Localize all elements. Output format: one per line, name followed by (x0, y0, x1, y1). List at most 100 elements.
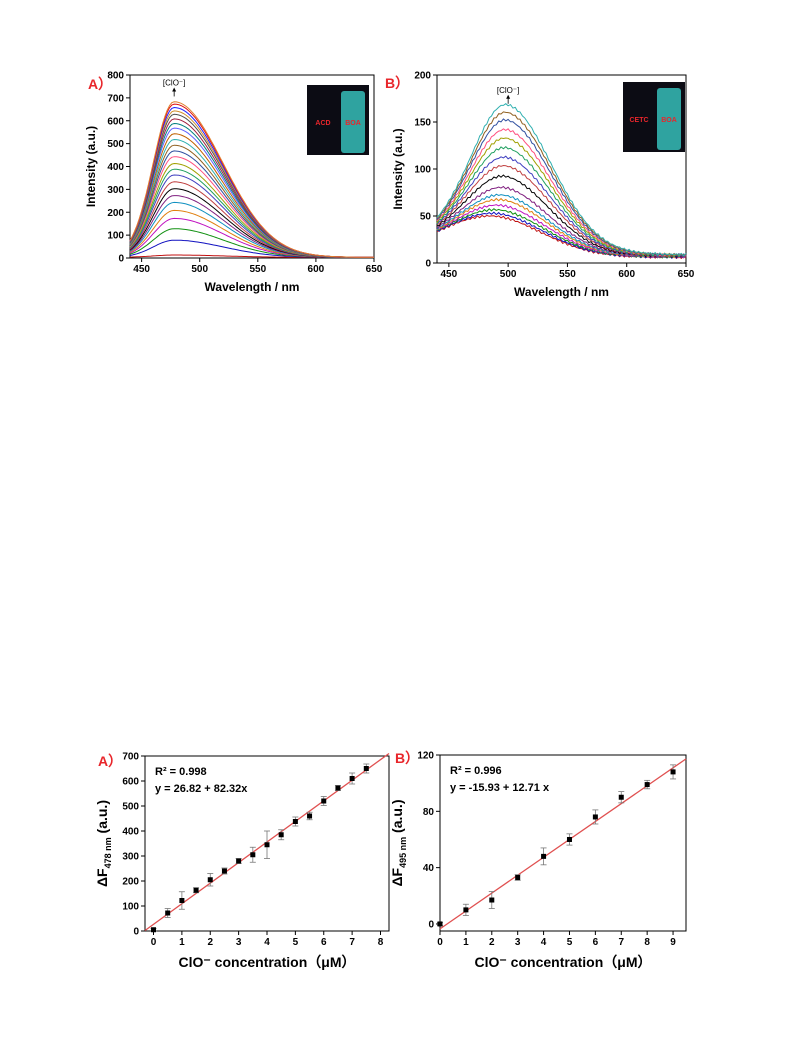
data-point (278, 832, 284, 838)
y-tick-label: 700 (107, 93, 124, 104)
inset-label: ACD (315, 120, 330, 127)
data-point (179, 898, 185, 903)
data-point (644, 782, 650, 788)
data-point (264, 842, 270, 848)
x-tick-label: 0 (151, 937, 157, 948)
data-point (349, 776, 355, 781)
spectrum-line-5 (436, 197, 687, 259)
y-tick-label: 500 (107, 139, 124, 150)
annotation-label: [ClO⁻] (163, 78, 185, 87)
y-axis-title-main: ΔF (389, 867, 405, 886)
data-point (151, 927, 157, 933)
y-tick-label: 200 (414, 71, 431, 82)
data-point (165, 910, 171, 916)
fit-line (439, 758, 687, 930)
inset-vial-glow (341, 91, 365, 153)
y-tick-label: 0 (133, 927, 139, 938)
y-tick-label: 800 (107, 71, 124, 82)
y-tick-label: 100 (414, 165, 431, 176)
spectrum-line-25 (129, 101, 374, 258)
y-tick-label: 600 (122, 777, 139, 788)
y-tick-label: 300 (107, 185, 124, 196)
x-tick-label: 600 (618, 269, 635, 280)
y-tick-label: 400 (107, 162, 124, 173)
r-squared-label: R² = 0.998 (155, 766, 207, 778)
x-tick-label: 3 (515, 937, 521, 948)
spectrum-line-4 (436, 203, 687, 259)
x-tick-label: 6 (321, 937, 327, 948)
y-tick-label: 100 (122, 902, 139, 913)
spectra-chart-b: 450 500 550 600 650 0 50 100 150 200 Wavelength / … (391, 71, 695, 300)
fit-equation-label: y = 26.82 + 82.32x (155, 783, 248, 795)
r-squared-label: R² = 0.996 (450, 765, 502, 777)
y-axis-title: Intensity (a.u.) (84, 126, 98, 207)
x-tick-label: 500 (500, 269, 517, 280)
panel-label: B） (385, 75, 410, 91)
calibration-chart-a: 0 1 2 3 4 5 6 7 8 0 100 200 300 400 500 600 700 R² = 0.99… (94, 752, 390, 970)
data-point (321, 798, 327, 804)
y-tick-label: 300 (122, 852, 139, 863)
spectra-chart-a: 450 500 550 600 650 0 100 200 300 400 500 600 700 800… (84, 71, 383, 295)
y-axis-title: ΔF478 nm (a.u.) (94, 800, 113, 887)
panel-label: A） (88, 76, 113, 92)
data-point (566, 836, 572, 842)
calibration-panel-a: A） 0 1 2 3 4 5 6 7 8 0 100 200 300 400 500 600 700 R² = 0… (0, 740, 400, 980)
y-tick-label: 600 (107, 116, 124, 127)
y-axis-title: Intensity (a.u.) (391, 128, 405, 209)
calibration-chart-b: 0 1 2 3 4 5 6 7 8 9 0 40 80 120 R² = 0.996 y = -15.93 +… (389, 751, 687, 970)
x-tick-label: 6 (593, 937, 599, 948)
x-tick-label: 550 (559, 269, 576, 280)
spectra-panel-b: B） 450 500 550 600 650 0 50 100 150 200 Wavelength… (385, 60, 793, 310)
x-tick-label: 7 (618, 937, 624, 948)
inset-label: BOA (661, 117, 677, 124)
x-axis-title: Wavelength / nm (514, 285, 609, 299)
x-tick-label: 450 (441, 269, 458, 280)
data-point (221, 868, 227, 874)
x-tick-label: 2 (207, 937, 213, 948)
calibration-panel-b: B） 0 1 2 3 4 5 6 7 8 9 0 40 80 120 R² = 0.996 y = -15.9… (389, 740, 793, 980)
inset-label: CETC (629, 117, 648, 124)
data-point (541, 853, 547, 859)
x-tick-label: 1 (179, 937, 185, 948)
y-axis-title-tail: (a.u.) (94, 800, 110, 837)
x-tick-label: 2 (489, 937, 495, 948)
y-tick-label: 0 (428, 919, 434, 930)
y-tick-label: 700 (122, 752, 139, 763)
x-tick-label: 600 (308, 264, 325, 275)
inset-vial-glow (657, 88, 681, 150)
y-tick-label: 120 (417, 751, 434, 762)
x-tick-label: 500 (191, 264, 208, 275)
x-tick-label: 5 (293, 937, 299, 948)
y-tick-label: 100 (107, 231, 124, 242)
y-axis-title-tail: (a.u.) (389, 800, 405, 837)
x-tick-label: 4 (264, 937, 270, 948)
x-tick-label: 8 (644, 937, 650, 948)
fit-equation-label: y = -15.93 + 12.71 x (450, 782, 550, 794)
data-point (207, 877, 213, 883)
y-tick-label: 50 (420, 212, 432, 223)
x-axis-title: ClO⁻ concentration（μM） (179, 954, 356, 970)
inset-label: BOA (345, 120, 361, 127)
spectrum-line-16 (436, 103, 687, 257)
x-tick-label: 1 (463, 937, 469, 948)
data-point (515, 874, 521, 880)
data-point (335, 785, 341, 791)
y-axis-title-sub: 478 nm (103, 837, 113, 868)
data-point (463, 907, 469, 913)
x-tick-label: 8 (378, 937, 384, 948)
x-tick-label: 650 (678, 269, 695, 280)
data-point (307, 813, 313, 819)
x-tick-label: 550 (249, 264, 266, 275)
x-tick-label: 7 (349, 937, 355, 948)
x-tick-label: 4 (541, 937, 547, 948)
annotation-arrowhead (506, 94, 511, 99)
y-axis-title-main: ΔF (94, 868, 110, 887)
x-tick-label: 450 (133, 264, 150, 275)
x-axis-title: Wavelength / nm (205, 280, 300, 294)
x-tick-label: 0 (437, 937, 443, 948)
y-tick-label: 400 (122, 827, 139, 838)
data-point (250, 852, 256, 858)
y-tick-label: 150 (414, 118, 431, 129)
spectra-panel-a: A） 450 500 550 600 650 0 100 200 300 400 500 600 700… (0, 60, 393, 310)
x-tick-label: 3 (236, 937, 242, 948)
